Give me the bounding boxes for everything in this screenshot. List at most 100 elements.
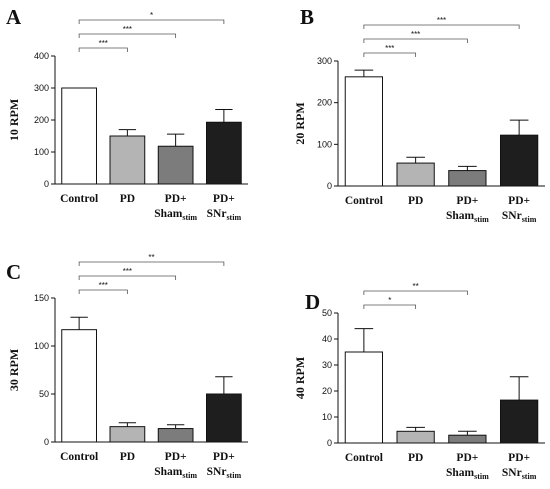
category-label-line2: Shamstim: [154, 208, 197, 222]
category-label-line2: SNrstim: [207, 208, 242, 222]
category-label: Control: [60, 193, 98, 205]
bar: [157, 145, 194, 185]
y-tick-label: 400: [34, 51, 49, 61]
significance-label: **: [148, 253, 154, 262]
significance-label: ***: [437, 16, 446, 25]
bar: [206, 121, 242, 185]
category-subscript: stim: [522, 215, 537, 224]
y-tick-label: 0: [327, 438, 332, 448]
significance-bracket: [78, 47, 128, 52]
category-label: PD: [120, 451, 135, 463]
y-axis-title: 10 RPM: [7, 99, 21, 141]
panel-letter: B: [300, 5, 314, 29]
y-tick-label: 100: [317, 139, 332, 149]
y-axis-title: 40 RPM: [293, 357, 307, 399]
panel-letter: C: [6, 260, 21, 284]
category-subscript: stim: [226, 213, 241, 222]
category-label: Control: [60, 451, 98, 463]
significance-bracket: [78, 19, 225, 24]
category-label-line2: Shamstim: [154, 466, 197, 480]
category-subscript: stim: [182, 471, 197, 480]
bar: [344, 351, 384, 444]
significance-bracket: [78, 289, 128, 294]
bar: [448, 434, 487, 444]
bar: [396, 162, 435, 187]
bar: [61, 329, 97, 443]
category-label: PD+: [508, 452, 530, 464]
bar: [157, 428, 194, 443]
category-label-line2: SNrstim: [502, 467, 537, 481]
bar: [499, 134, 539, 187]
significance-bracket: [363, 304, 417, 309]
category-label-line2: Shamstim: [446, 467, 489, 481]
bar: [499, 399, 539, 444]
category-label-line2: SNrstim: [502, 210, 537, 224]
bar: [448, 170, 487, 187]
category-label: PD+: [213, 451, 235, 463]
significance-label: ***: [99, 281, 108, 290]
y-tick-label: 200: [317, 98, 332, 108]
y-tick-label: 200: [34, 115, 49, 125]
significance-label: ***: [385, 44, 394, 53]
y-tick-label: 300: [34, 83, 49, 93]
y-tick-label: 20: [322, 386, 332, 396]
significance-label: ***: [123, 267, 132, 276]
bar: [109, 426, 146, 443]
y-tick-label: 0: [44, 437, 49, 447]
category-label: PD+: [456, 195, 478, 207]
bar: [206, 393, 242, 443]
significance-bracket: [363, 24, 520, 29]
panel-d: D 0 10 20 30 40 50 40 RPM Control PD PD+ Shamstim PD…: [293, 282, 545, 481]
y-tick-label: 50: [322, 308, 332, 318]
bar: [344, 76, 384, 187]
category-subscript: stim: [474, 472, 489, 481]
y-axis-title: 20 RPM: [293, 102, 307, 144]
category-label-line2: SNrstim: [207, 466, 242, 480]
category-label: PD+: [456, 452, 478, 464]
panel-c: C 0 50 100 150 30 RPM Control PD PD+ Shamstim PD+ S…: [6, 253, 248, 480]
y-tick-label: 0: [44, 179, 49, 189]
panel-letter: D: [305, 290, 320, 314]
category-subscript: stim: [522, 472, 537, 481]
category-subscript: stim: [226, 471, 241, 480]
y-tick-label: 100: [34, 147, 49, 157]
category-label-line2: Shamstim: [446, 210, 489, 224]
significance-bracket: [78, 275, 177, 280]
bar: [396, 430, 435, 444]
significance-bracket: [363, 38, 468, 43]
panel-b: B 0 100 200 300 20 RPM Control PD PD+ Shamstim PD+…: [293, 5, 545, 224]
category-label: PD+: [213, 193, 235, 205]
significance-label: *: [388, 296, 391, 305]
bar: [109, 135, 146, 185]
category-label: PD+: [165, 451, 187, 463]
panel-letter: A: [6, 5, 22, 29]
significance-label: ***: [123, 25, 132, 34]
category-label: Control: [345, 195, 383, 207]
significance-label: *: [150, 11, 153, 20]
category-label: PD: [120, 193, 135, 205]
significance-label: **: [413, 282, 419, 291]
category-subscript: stim: [182, 213, 197, 222]
y-axis-title: 30 RPM: [7, 349, 21, 391]
y-tick-label: 0: [327, 181, 332, 191]
panel-a: A 0 100 200 300 400 10 RPM Control PD PD+ Shamstim…: [6, 5, 248, 222]
y-tick-label: 30: [322, 360, 332, 370]
significance-bracket: [78, 33, 177, 38]
significance-label: ***: [411, 30, 420, 39]
category-label: PD+: [165, 193, 187, 205]
y-tick-label: 100: [34, 341, 49, 351]
category-label: PD: [408, 195, 423, 207]
category-label: Control: [345, 452, 383, 464]
y-tick-label: 10: [322, 412, 332, 422]
significance-label: ***: [99, 39, 108, 48]
significance-bracket: [363, 290, 468, 295]
y-tick-label: 50: [39, 389, 49, 399]
category-label: PD: [408, 452, 423, 464]
category-label: PD+: [508, 195, 530, 207]
y-tick-label: 150: [34, 293, 49, 303]
bar: [61, 87, 97, 185]
category-subscript: stim: [474, 215, 489, 224]
significance-bracket: [363, 52, 417, 57]
y-tick-label: 40: [322, 334, 332, 344]
